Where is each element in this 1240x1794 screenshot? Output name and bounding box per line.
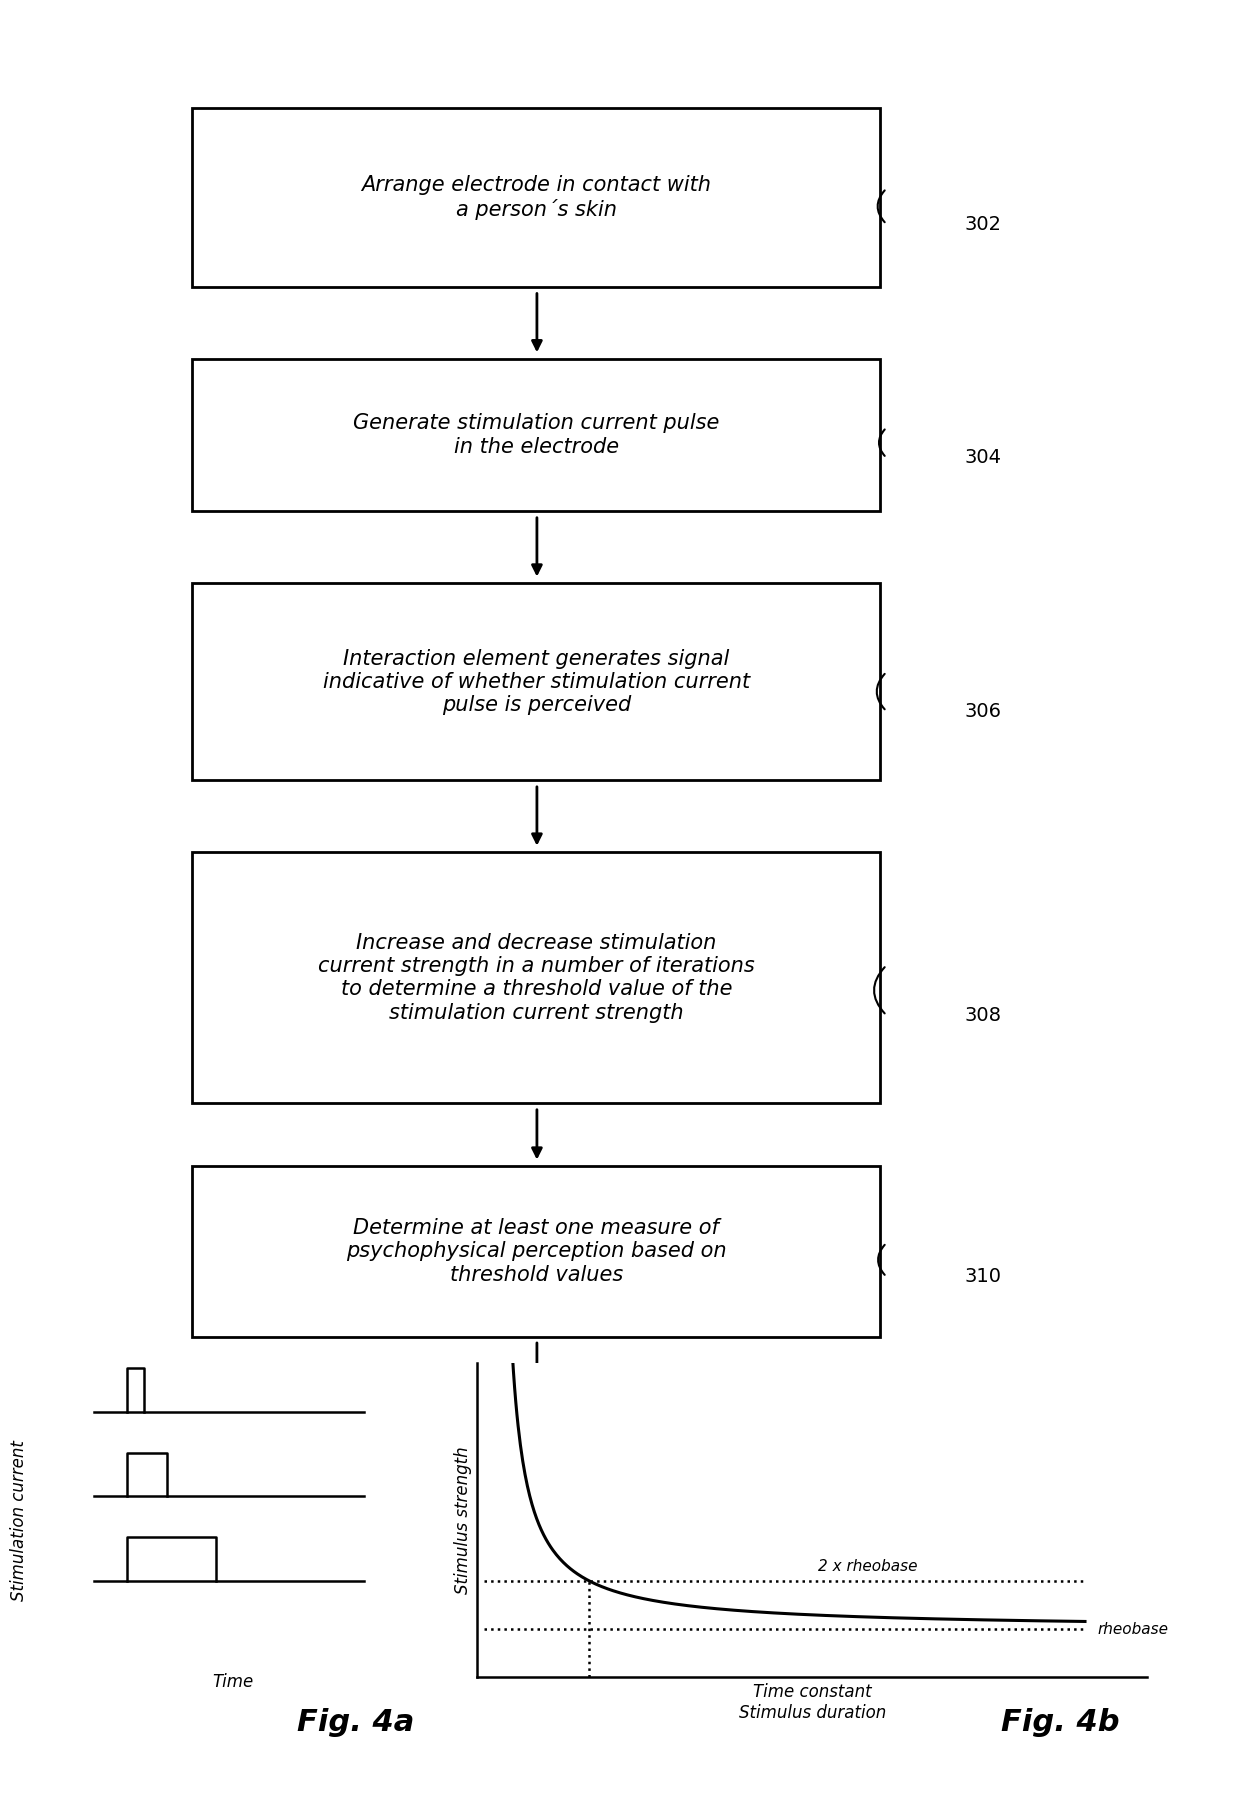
Text: Fig. 3: Fig. 3 [918,1374,1023,1406]
FancyBboxPatch shape [192,852,880,1103]
Text: 310: 310 [965,1267,1002,1286]
Text: 306: 306 [965,701,1002,721]
Text: 308: 308 [965,1006,1002,1024]
Text: 2 x rheobase: 2 x rheobase [818,1559,918,1573]
Text: Stimulation current: Stimulation current [10,1441,29,1600]
Text: Increase and decrease stimulation
current strength in a number of iterations
to : Increase and decrease stimulation curren… [317,933,755,1023]
FancyBboxPatch shape [192,1166,880,1337]
Text: 304: 304 [965,448,1002,468]
FancyBboxPatch shape [192,583,880,780]
X-axis label: Time constant
Stimulus duration: Time constant Stimulus duration [739,1683,885,1722]
Text: Generate stimulation current pulse
in the electrode: Generate stimulation current pulse in th… [353,413,719,457]
Text: Fig. 4b: Fig. 4b [1001,1708,1120,1737]
Text: rheobase: rheobase [1097,1622,1168,1636]
FancyBboxPatch shape [192,108,880,287]
Text: Arrange electrode in contact with
a person´s skin: Arrange electrode in contact with a pers… [361,176,712,219]
Text: 302: 302 [965,215,1002,233]
FancyBboxPatch shape [192,359,880,511]
Text: Interaction element generates signal
indicative of whether stimulation current
p: Interaction element generates signal ind… [322,648,750,716]
Y-axis label: Stimulus strength: Stimulus strength [454,1446,472,1595]
Text: Fig. 4a: Fig. 4a [298,1708,414,1737]
Text: Determine at least one measure of
psychophysical perception based on
threshold v: Determine at least one measure of psycho… [346,1218,727,1285]
Text: Time: Time [212,1672,253,1690]
